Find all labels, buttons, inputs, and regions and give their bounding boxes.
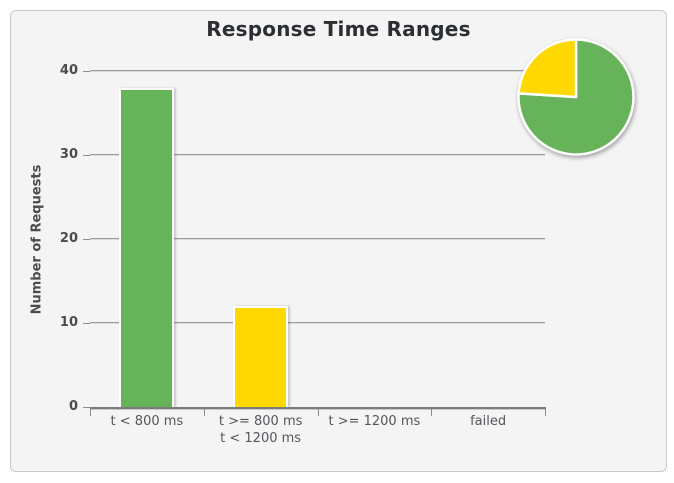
y-tick-label: 0 xyxy=(68,399,78,414)
gridline xyxy=(90,70,545,72)
x-tick-mark xyxy=(317,409,319,416)
x-category-label: t >= 1200 ms xyxy=(328,414,421,429)
y-tick-mark xyxy=(83,407,90,408)
pie-slice xyxy=(517,38,578,99)
x-tick-mark xyxy=(545,409,546,416)
x-category-label: t >= 800 ms t < 1200 ms xyxy=(218,414,303,446)
y-tick-mark xyxy=(83,155,90,156)
x-tick-mark xyxy=(90,409,91,416)
y-tick-mark xyxy=(83,323,90,324)
bar xyxy=(233,306,289,407)
y-tick-label: 30 xyxy=(59,147,78,162)
y-tick-mark xyxy=(83,71,90,72)
y-tick-label: 40 xyxy=(59,63,78,78)
y-tick-mark xyxy=(83,239,90,240)
y-tick-label: 20 xyxy=(59,231,78,246)
x-tick-mark xyxy=(431,409,433,416)
x-category-label: failed xyxy=(470,414,507,429)
pie-chart-inset xyxy=(517,38,635,156)
y-tick-label: 10 xyxy=(59,315,78,330)
gridline xyxy=(90,238,545,240)
gridline xyxy=(90,322,545,324)
x-tick-mark xyxy=(203,409,205,416)
x-category-label: t < 800 ms xyxy=(110,414,184,429)
x-axis-line xyxy=(90,407,546,410)
gridline xyxy=(90,154,545,156)
bar xyxy=(119,87,175,407)
chart-title: Response Time Ranges xyxy=(206,17,471,41)
